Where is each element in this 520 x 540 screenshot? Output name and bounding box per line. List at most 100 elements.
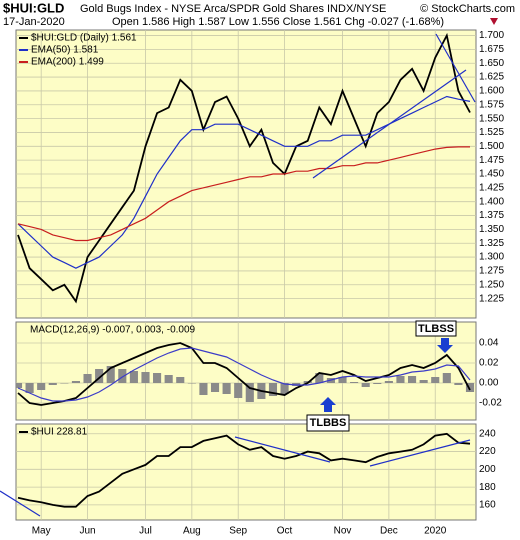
histogram-bar — [350, 382, 359, 383]
y-tick-label: 200 — [479, 464, 496, 475]
x-tick-label: May — [32, 526, 51, 537]
trendline — [312, 69, 467, 179]
series-group — [17, 432, 471, 508]
series-line — [17, 432, 471, 508]
histogram-bar — [141, 372, 150, 383]
histogram-bar — [210, 383, 220, 392]
symbol: $HUI:GLD — [3, 0, 64, 15]
y-tick-label: 1.325 — [479, 238, 504, 249]
histogram-bar — [118, 369, 127, 383]
histogram-bar — [187, 383, 196, 384]
histogram-bar — [25, 383, 34, 393]
y-tick-label: 0.04 — [479, 338, 499, 349]
down-triangle — [490, 18, 498, 25]
panel-title: MACD(12,26,9) -0.007, 0.003, -0.009 — [30, 325, 196, 336]
series-group — [17, 32, 471, 304]
y-tick-label: 1.375 — [479, 210, 504, 221]
series-line — [17, 95, 471, 269]
y-tick-label: 1.475 — [479, 155, 504, 166]
y-tick-label: -0.02 — [479, 398, 502, 409]
histogram-bar — [384, 381, 393, 383]
series-group — [16, 342, 475, 406]
series-line — [17, 342, 471, 406]
y-tick-label: 1.400 — [479, 196, 504, 207]
histogram-bar — [268, 383, 278, 396]
histogram-bar — [83, 374, 92, 383]
y-tick-label: 240 — [479, 428, 496, 439]
x-tick-label: Sep — [229, 526, 247, 537]
histogram-bar — [361, 383, 370, 387]
histogram-bar — [95, 369, 104, 383]
y-tick-label: 1.575 — [479, 99, 504, 110]
arrow — [437, 338, 453, 353]
annotation-box — [415, 320, 457, 337]
histogram-bar — [16, 383, 23, 388]
histogram-bar — [106, 366, 115, 383]
y-tick-label: 0.00 — [479, 378, 499, 389]
y-tick-label: 220 — [479, 446, 496, 457]
y-tick-label: 0.02 — [479, 358, 499, 369]
histogram-bar — [199, 383, 208, 395]
quote: Open 1.586 High 1.587 Low 1.556 Close 1.… — [112, 16, 444, 28]
histogram-bar — [245, 383, 254, 402]
plots: 1.225 1.250 1.275 1.300 1.325 1.350 1.375 1.400… — [15, 29, 504, 537]
x-tick-label: Jun — [79, 526, 95, 537]
x-tick-label: 2020 — [424, 526, 447, 537]
series-line — [17, 32, 471, 304]
y-tick-label: 1.600 — [479, 86, 504, 97]
trendlines — [0, 33, 476, 517]
series-line — [17, 146, 470, 242]
plot-area — [15, 321, 477, 421]
annotation-box — [306, 414, 350, 432]
x-tick-label: Dec — [380, 526, 398, 537]
histogram-bar — [37, 383, 46, 390]
y-tick-label: 1.675 — [479, 44, 504, 55]
histogram-bar — [419, 380, 428, 383]
histogram-bar — [129, 371, 138, 383]
histogram-bar — [454, 383, 463, 385]
histogram-bar — [407, 376, 417, 383]
histogram-bar — [234, 383, 243, 398]
histogram-bar — [153, 373, 162, 383]
histogram-bar — [465, 383, 475, 392]
y-tick-label: 1.300 — [479, 252, 504, 263]
histogram-bar — [280, 383, 289, 394]
y-tick-label: 1.250 — [479, 279, 504, 290]
histogram-bar — [315, 373, 324, 383]
date: 17-Jan-2020 — [3, 16, 65, 28]
x-tick-label: Oct — [277, 526, 293, 537]
legend-label: $HUI:GLD (Daily) 1.561 — [31, 33, 137, 44]
histogram-bar — [222, 383, 231, 394]
histogram-bar — [396, 376, 405, 383]
histogram-bar — [431, 377, 440, 383]
histogram-bar — [164, 375, 173, 383]
histogram-bar — [373, 383, 382, 384]
y-tick-label: 1.450 — [479, 169, 504, 180]
y-tick-label: 1.625 — [479, 72, 504, 83]
y-tick-label: 1.700 — [479, 30, 504, 41]
legend-label: $HUI 228.81 — [31, 427, 88, 438]
histogram-bar — [71, 381, 81, 383]
histogram-bar — [60, 383, 69, 384]
plot-area — [15, 423, 477, 521]
y-tick-label: 1.275 — [479, 266, 504, 277]
annotation: TLBSS — [418, 323, 454, 335]
arrow — [320, 397, 336, 412]
legend-label: EMA(200) 1.499 — [31, 57, 104, 68]
histogram-bar — [48, 383, 57, 385]
annotation: TLBBS — [310, 417, 347, 429]
y-tick-label: 1.425 — [479, 182, 504, 193]
y-tick-label: 1.350 — [479, 224, 504, 235]
trendline — [0, 490, 41, 517]
legend-label: EMA(50) 1.581 — [31, 45, 99, 56]
histogram-bar — [338, 377, 347, 383]
trendline — [234, 436, 331, 463]
y-tick-label: 1.225 — [479, 293, 504, 304]
y-tick-label: 1.525 — [479, 127, 504, 138]
histogram-bar — [176, 377, 185, 383]
description: Gold Bugs Index - NYSE Arca/SPDR Gold Sh… — [80, 3, 386, 15]
histogram-bar — [442, 373, 451, 383]
y-tick-label: 160 — [479, 500, 496, 511]
x-tick-label: Nov — [334, 526, 352, 537]
